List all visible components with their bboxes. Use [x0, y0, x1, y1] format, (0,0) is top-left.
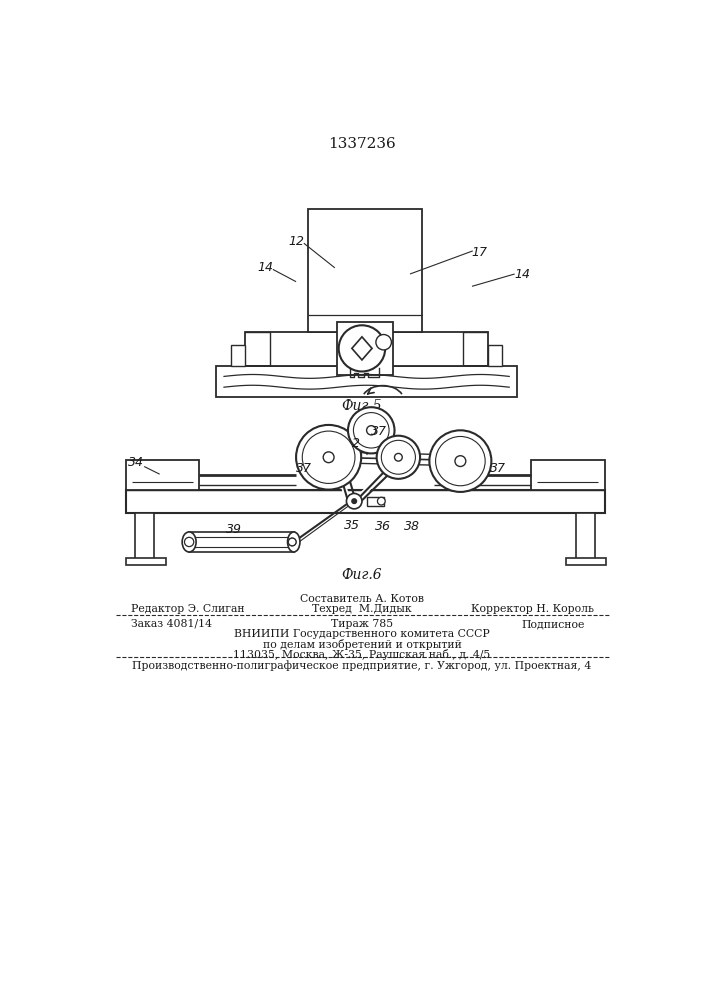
Circle shape [288, 538, 296, 546]
Text: 36: 36 [375, 520, 391, 533]
Text: 14: 14 [257, 261, 273, 274]
Text: по делам изобретений и открытий: по делам изобретений и открытий [262, 639, 462, 650]
Bar [566, 558, 606, 565]
Polygon shape [352, 337, 372, 360]
Text: Фиг.6: Фиг.6 [341, 568, 382, 582]
Text: 34: 34 [129, 456, 144, 469]
Bar [337, 322, 393, 375]
Text: 38: 38 [404, 520, 421, 533]
Text: 37: 37 [296, 462, 312, 475]
Bar [368, 497, 385, 506]
Text: 14: 14 [515, 267, 530, 280]
Circle shape [185, 537, 194, 547]
Ellipse shape [182, 532, 196, 552]
Text: Фиг.5: Фиг.5 [341, 399, 382, 413]
Text: 37: 37 [489, 462, 506, 475]
Circle shape [339, 325, 385, 371]
Text: Тираж 785: Тираж 785 [331, 619, 393, 629]
Text: 37: 37 [371, 425, 387, 438]
Circle shape [455, 456, 466, 466]
Circle shape [378, 497, 385, 505]
Circle shape [429, 430, 491, 492]
Bar [126, 460, 199, 490]
Text: 1337236: 1337236 [328, 137, 396, 151]
Text: 12: 12 [288, 235, 304, 248]
Circle shape [346, 493, 362, 509]
Circle shape [288, 538, 296, 546]
Text: 2: 2 [352, 437, 360, 450]
Text: Подписное: Подписное [522, 619, 585, 629]
Bar [216, 366, 517, 397]
Circle shape [359, 345, 365, 351]
Text: 113035, Москва, Ж-35, Раушская наб., д. 4/5: 113035, Москва, Ж-35, Раушская наб., д. … [233, 649, 491, 660]
Circle shape [436, 436, 485, 486]
Bar [135, 513, 154, 559]
Circle shape [381, 440, 416, 474]
Circle shape [352, 499, 356, 503]
Bar [489, 345, 502, 366]
Bar [575, 513, 595, 559]
Text: 39: 39 [226, 523, 242, 536]
Circle shape [395, 453, 402, 461]
Circle shape [367, 426, 376, 435]
Circle shape [296, 425, 361, 490]
Circle shape [354, 413, 389, 448]
Circle shape [377, 436, 420, 479]
Text: Производственно-полиграфическое предприятие, г. Ужгород, ул. Проектная, 4: Производственно-полиграфическое предприя… [132, 661, 592, 671]
Bar [308, 209, 422, 332]
Text: Корректор Н. Король: Корректор Н. Король [471, 604, 594, 614]
Ellipse shape [288, 532, 300, 552]
Text: Составитель А. Котов: Составитель А. Котов [300, 594, 424, 604]
Text: Техред  М.Дидык: Техред М.Дидык [312, 604, 411, 614]
Circle shape [376, 335, 392, 350]
Bar [231, 345, 245, 366]
Bar [245, 332, 489, 366]
Bar [126, 490, 604, 513]
Circle shape [348, 407, 395, 453]
Bar [126, 558, 166, 565]
Circle shape [303, 431, 355, 483]
Bar [531, 460, 604, 490]
Bar [189, 532, 293, 552]
Text: ВНИИПИ Государственного комитета СССР: ВНИИПИ Государственного комитета СССР [234, 629, 490, 639]
Text: 35: 35 [344, 519, 360, 532]
Circle shape [323, 452, 334, 463]
Text: 17: 17 [472, 246, 488, 259]
Text: Заказ 4081/14: Заказ 4081/14 [131, 619, 212, 629]
Text: Редактор Э. Слиган: Редактор Э. Слиган [131, 604, 245, 614]
